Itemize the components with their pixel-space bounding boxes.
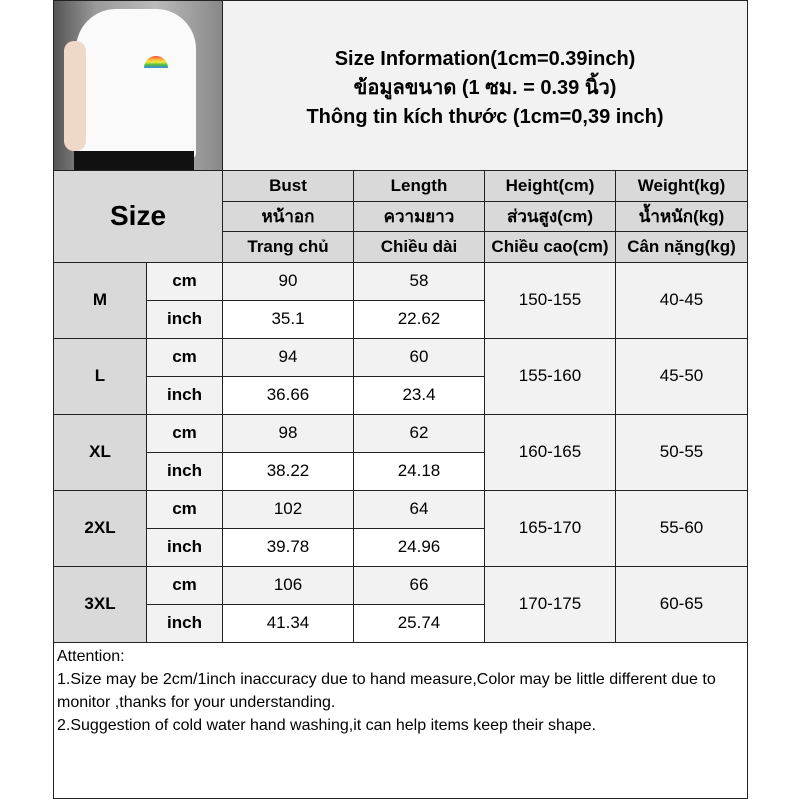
weight-range: 40-45 (614, 261, 749, 339)
table-row: XL cm 98 62 160-165 50-55 (53, 413, 749, 491)
size-name: M (53, 261, 147, 339)
height-range: 165-170 (484, 489, 616, 567)
unit-inch: inch (146, 451, 223, 491)
column-header: Chiều dài (353, 231, 485, 263)
product-photo (53, 0, 223, 171)
height-range: 155-160 (484, 337, 616, 415)
table-row: 2XL cm 102 64 165-170 55-60 (53, 489, 749, 567)
size-chart: Size Information(1cm=0.39inch) ข้อมูลขนา… (52, 0, 749, 800)
title-vi: Thông tin kích thước (1cm=0,39 inch) (306, 106, 664, 128)
column-header: Length (353, 170, 485, 202)
length-cm: 58 (353, 261, 485, 301)
bust-inch: 38.22 (222, 451, 354, 491)
column-header: Chiều cao(cm) (484, 231, 616, 263)
bust-inch: 41.34 (222, 603, 354, 643)
length-cm: 62 (353, 413, 485, 453)
attention-line-1: 1.Size may be 2cm/1inch inaccuracy due t… (57, 670, 716, 711)
column-header: หน้าอก (222, 200, 354, 233)
bust-cm: 90 (222, 261, 354, 301)
unit-inch: inch (146, 527, 223, 567)
height-range: 170-175 (484, 565, 616, 643)
length-inch: 25.74 (353, 603, 485, 643)
weight-range: 50-55 (614, 413, 749, 491)
bust-inch: 39.78 (222, 527, 354, 567)
bust-cm: 106 (222, 565, 354, 605)
height-range: 150-155 (484, 261, 616, 339)
unit-cm: cm (146, 565, 223, 605)
length-inch: 23.4 (353, 375, 485, 415)
attention-note: Attention: 1.Size may be 2cm/1inch inacc… (52, 641, 749, 799)
table-row: inch 38.22 24.18 (54, 451, 748, 491)
column-header: ส่วนสูง(cm) (484, 200, 616, 233)
bust-cm: 102 (222, 489, 354, 529)
unit-inch: inch (146, 299, 223, 339)
unit-inch: inch (146, 375, 223, 415)
unit-inch: inch (146, 603, 223, 643)
column-header: Weight(kg) (614, 170, 749, 202)
size-table: Size Information(1cm=0.39inch) ข้อมูลขนา… (52, 0, 749, 799)
title-cell: Size Information(1cm=0.39inch) ข้อมูลขนา… (221, 0, 749, 171)
rainbow-logo-icon (144, 56, 168, 68)
size-name: 2XL (53, 489, 147, 567)
bust-cm: 94 (222, 337, 354, 377)
bust-inch: 36.66 (222, 375, 354, 415)
length-inch: 24.18 (353, 451, 485, 491)
size-header: Size (53, 170, 223, 263)
title-th: ข้อมูลขนาด (1 ซม. = 0.39 นิ้ว) (353, 77, 617, 99)
length-cm: 66 (353, 565, 485, 605)
table-row: inch 35.1 22.62 (54, 299, 748, 339)
size-name: XL (53, 413, 147, 491)
length-cm: 64 (353, 489, 485, 529)
column-header: Height(cm) (484, 170, 616, 202)
table-row: inch 39.78 24.96 (54, 527, 748, 567)
length-cm: 60 (353, 337, 485, 377)
unit-cm: cm (146, 337, 223, 377)
size-name: 3XL (53, 565, 147, 643)
length-inch: 22.62 (353, 299, 485, 339)
attention-heading: Attention: (57, 647, 125, 665)
bust-cm: 98 (222, 413, 354, 453)
length-inch: 24.96 (353, 527, 485, 567)
height-range: 160-165 (484, 413, 616, 491)
unit-cm: cm (146, 489, 223, 529)
weight-range: 60-65 (614, 565, 749, 643)
attention-line-2: 2.Suggestion of cold water hand washing,… (57, 716, 596, 734)
column-header: Trang chủ (222, 231, 354, 263)
size-name: L (53, 337, 147, 415)
column-header: ความยาว (353, 200, 485, 233)
unit-cm: cm (146, 413, 223, 453)
bust-inch: 35.1 (222, 299, 354, 339)
title-en: Size Information(1cm=0.39inch) (334, 48, 636, 70)
column-header: น้ำหนัก(kg) (614, 200, 749, 233)
weight-range: 45-50 (614, 337, 749, 415)
unit-cm: cm (146, 261, 223, 301)
table-row: 3XL cm 106 66 170-175 60-65 (53, 565, 749, 643)
column-header: Cân nặng(kg) (614, 231, 749, 263)
column-header: Bust (222, 170, 354, 202)
weight-range: 55-60 (614, 489, 749, 567)
